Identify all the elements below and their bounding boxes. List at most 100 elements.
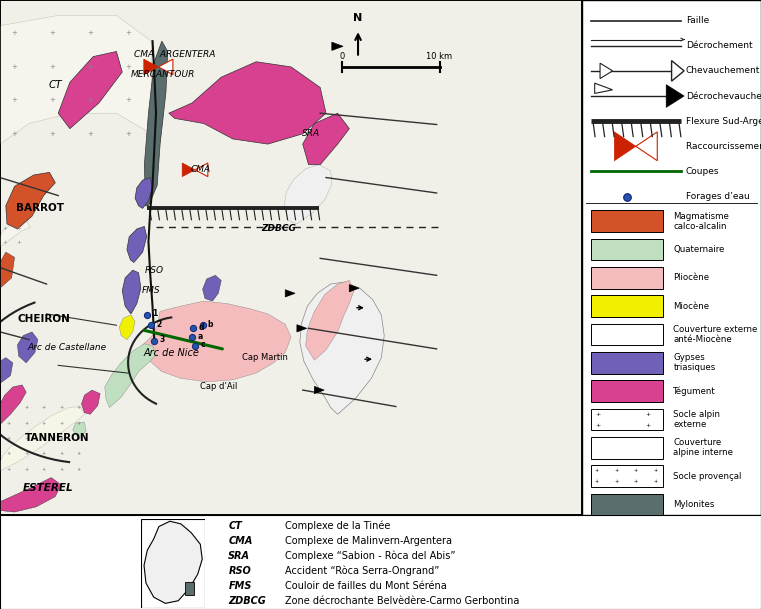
Text: +: + — [42, 405, 46, 410]
Text: +: + — [88, 30, 93, 37]
Text: SRA: SRA — [228, 551, 250, 561]
Polygon shape — [119, 315, 135, 340]
Bar — [591, 352, 663, 373]
Bar — [591, 324, 663, 345]
Text: 3: 3 — [160, 335, 165, 344]
Text: 2: 2 — [157, 320, 162, 329]
Polygon shape — [145, 41, 167, 206]
Text: +: + — [59, 420, 63, 426]
Text: Gypses
triasiques: Gypses triasiques — [673, 353, 715, 373]
Polygon shape — [0, 477, 61, 512]
Polygon shape — [594, 83, 613, 93]
Text: Coupes: Coupes — [686, 167, 719, 176]
Text: RSO: RSO — [228, 566, 251, 576]
Text: d: d — [199, 323, 204, 332]
Text: +: + — [59, 451, 63, 456]
Text: +: + — [125, 131, 131, 137]
Text: +: + — [49, 64, 56, 70]
Text: +: + — [596, 423, 601, 428]
Polygon shape — [297, 325, 307, 332]
Text: +: + — [2, 226, 7, 231]
Text: +: + — [42, 420, 46, 426]
Text: +: + — [614, 468, 618, 473]
Polygon shape — [105, 343, 156, 407]
Polygon shape — [158, 59, 173, 75]
Text: Cap d’Ail: Cap d’Ail — [199, 382, 237, 392]
Polygon shape — [182, 163, 195, 177]
Text: +: + — [77, 436, 81, 441]
Text: +: + — [24, 436, 28, 441]
Text: +: + — [88, 97, 93, 104]
Text: +: + — [7, 405, 11, 410]
Text: Socle alpin
externe: Socle alpin externe — [673, 410, 721, 429]
Text: CMA: CMA — [191, 165, 211, 174]
Bar — [591, 465, 663, 487]
Text: Complexe de la Tinée: Complexe de la Tinée — [285, 521, 390, 531]
Text: +: + — [646, 423, 651, 428]
Text: Couverture
alpine interne: Couverture alpine interne — [673, 438, 734, 457]
Polygon shape — [58, 51, 123, 128]
Bar — [591, 295, 663, 317]
Text: +: + — [2, 241, 7, 245]
Polygon shape — [635, 132, 658, 161]
Polygon shape — [0, 385, 26, 424]
Polygon shape — [123, 270, 141, 314]
Text: +: + — [24, 405, 28, 410]
Text: a: a — [197, 331, 202, 340]
Polygon shape — [0, 220, 30, 247]
Text: FMS: FMS — [228, 582, 252, 591]
Text: +: + — [49, 131, 56, 137]
Polygon shape — [6, 172, 56, 229]
Polygon shape — [81, 390, 100, 414]
Text: ZDBCG: ZDBCG — [228, 596, 266, 607]
Polygon shape — [73, 422, 86, 438]
Text: +: + — [125, 64, 131, 70]
Bar — [591, 437, 663, 459]
Text: +: + — [614, 479, 618, 484]
Text: CT: CT — [49, 80, 62, 90]
Text: +: + — [88, 64, 93, 70]
Text: +: + — [59, 436, 63, 441]
Polygon shape — [127, 227, 147, 262]
Text: +: + — [594, 468, 599, 473]
Polygon shape — [285, 290, 295, 297]
Text: ESTEREL: ESTEREL — [22, 483, 73, 493]
Text: Miocène: Miocène — [673, 301, 709, 311]
Text: +: + — [88, 131, 93, 137]
Text: +: + — [594, 479, 599, 484]
Text: Cap Martin: Cap Martin — [242, 353, 288, 362]
Text: CMA  ARGENTERA: CMA ARGENTERA — [134, 49, 215, 58]
Polygon shape — [195, 163, 208, 177]
Text: Zone décrochante Belvèdère-Carmo Gerbontina: Zone décrochante Belvèdère-Carmo Gerbont… — [285, 596, 520, 607]
Text: +: + — [24, 451, 28, 456]
Text: c: c — [200, 340, 205, 350]
Text: +: + — [7, 467, 11, 472]
Text: Quaternaire: Quaternaire — [673, 245, 724, 254]
Text: +: + — [125, 30, 131, 37]
Text: SRA: SRA — [302, 129, 320, 138]
Text: +: + — [77, 405, 81, 410]
Text: Chevauchement: Chevauchement — [686, 66, 760, 76]
Text: MERCANTOUR: MERCANTOUR — [131, 70, 195, 79]
Polygon shape — [18, 332, 38, 363]
Text: +: + — [59, 467, 63, 472]
Bar — [591, 267, 663, 289]
Polygon shape — [349, 284, 359, 292]
Text: Arc de Nice: Arc de Nice — [144, 348, 199, 357]
Polygon shape — [300, 282, 384, 414]
Text: +: + — [17, 241, 21, 245]
Polygon shape — [169, 62, 326, 144]
Text: TANNERON: TANNERON — [25, 434, 89, 443]
Text: +: + — [17, 226, 21, 231]
Text: +: + — [654, 479, 658, 484]
Text: Complexe de Malinvern-Argentera: Complexe de Malinvern-Argentera — [285, 536, 452, 546]
Text: +: + — [634, 479, 638, 484]
Text: N: N — [353, 13, 363, 23]
Text: Accident “Ròca Serra-Ongrand”: Accident “Ròca Serra-Ongrand” — [285, 566, 440, 577]
Text: +: + — [59, 405, 63, 410]
Polygon shape — [671, 60, 684, 81]
Bar — [591, 380, 663, 402]
Text: FMS: FMS — [142, 286, 161, 295]
Text: +: + — [42, 436, 46, 441]
Text: Pliocène: Pliocène — [673, 273, 709, 283]
